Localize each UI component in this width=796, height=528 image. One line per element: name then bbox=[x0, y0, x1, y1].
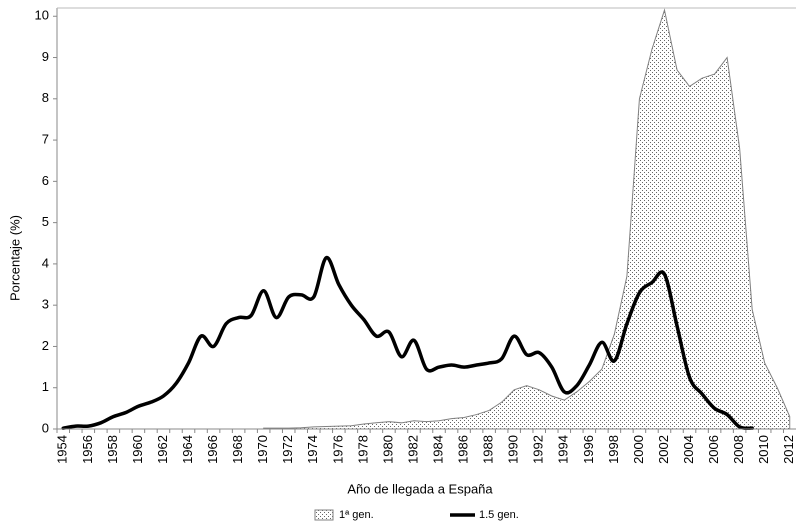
x-tick-label: 1992 bbox=[531, 435, 546, 464]
x-tick-label: 1958 bbox=[105, 435, 120, 464]
x-tick-label: 2012 bbox=[781, 435, 796, 464]
x-tick-label: 1988 bbox=[481, 435, 496, 464]
y-tick-label: 1 bbox=[42, 379, 49, 394]
x-tick-label: 1976 bbox=[330, 435, 345, 464]
legend-label: 1ª gen. bbox=[339, 509, 374, 521]
x-tick-label: 1982 bbox=[405, 435, 420, 464]
x-tick-label: 1968 bbox=[230, 435, 245, 464]
x-tick-label: 1990 bbox=[506, 435, 521, 464]
x-tick-label: 2002 bbox=[656, 435, 671, 464]
y-tick-label: 4 bbox=[42, 255, 49, 270]
legend-swatch bbox=[314, 509, 334, 521]
y-tick-label: 7 bbox=[42, 132, 49, 147]
x-tick-label: 1994 bbox=[556, 435, 571, 464]
x-tick-label: 1996 bbox=[581, 435, 596, 464]
x-tick-label: 1974 bbox=[305, 435, 320, 464]
y-tick-label: 3 bbox=[42, 297, 49, 312]
legend-label: 1.5 gen. bbox=[479, 509, 519, 521]
x-tick-label: 2008 bbox=[731, 435, 746, 464]
area bbox=[263, 8, 791, 430]
line bbox=[61, 255, 754, 431]
y-tick-label: 0 bbox=[42, 420, 49, 435]
x-tick-label: 2000 bbox=[631, 435, 646, 464]
x-tick-label: 1984 bbox=[430, 435, 445, 464]
x-tick-label: 2004 bbox=[681, 435, 696, 464]
x-tick-label: 1978 bbox=[355, 435, 370, 464]
x-tick-label: 1964 bbox=[180, 435, 195, 464]
x-axis-label: Año de llegada a España bbox=[347, 481, 493, 496]
y-tick-label: 10 bbox=[35, 8, 49, 23]
x-tick-label: 1956 bbox=[80, 435, 95, 464]
x-tick-label: 1980 bbox=[380, 435, 395, 464]
y-tick-label: 2 bbox=[42, 338, 49, 353]
y-axis-label: Porcentaje (%) bbox=[7, 215, 22, 301]
y-tick-label: 9 bbox=[42, 49, 49, 64]
x-tick-label: 1962 bbox=[155, 435, 170, 464]
x-tick-label: 1998 bbox=[606, 435, 621, 464]
x-tick-label: 1960 bbox=[130, 435, 145, 464]
x-tick-label: 1986 bbox=[456, 435, 471, 464]
x-tick-label: 2010 bbox=[756, 435, 771, 464]
x-tick-label: 1970 bbox=[255, 435, 270, 464]
y-tick-label: 5 bbox=[42, 214, 49, 229]
x-tick-label: 2006 bbox=[706, 435, 721, 464]
y-tick-label: 8 bbox=[42, 90, 49, 105]
x-tick-label: 1954 bbox=[55, 435, 70, 464]
y-tick-label: 6 bbox=[42, 173, 49, 188]
x-tick-label: 1966 bbox=[205, 435, 220, 464]
x-tick-label: 1972 bbox=[280, 435, 295, 464]
